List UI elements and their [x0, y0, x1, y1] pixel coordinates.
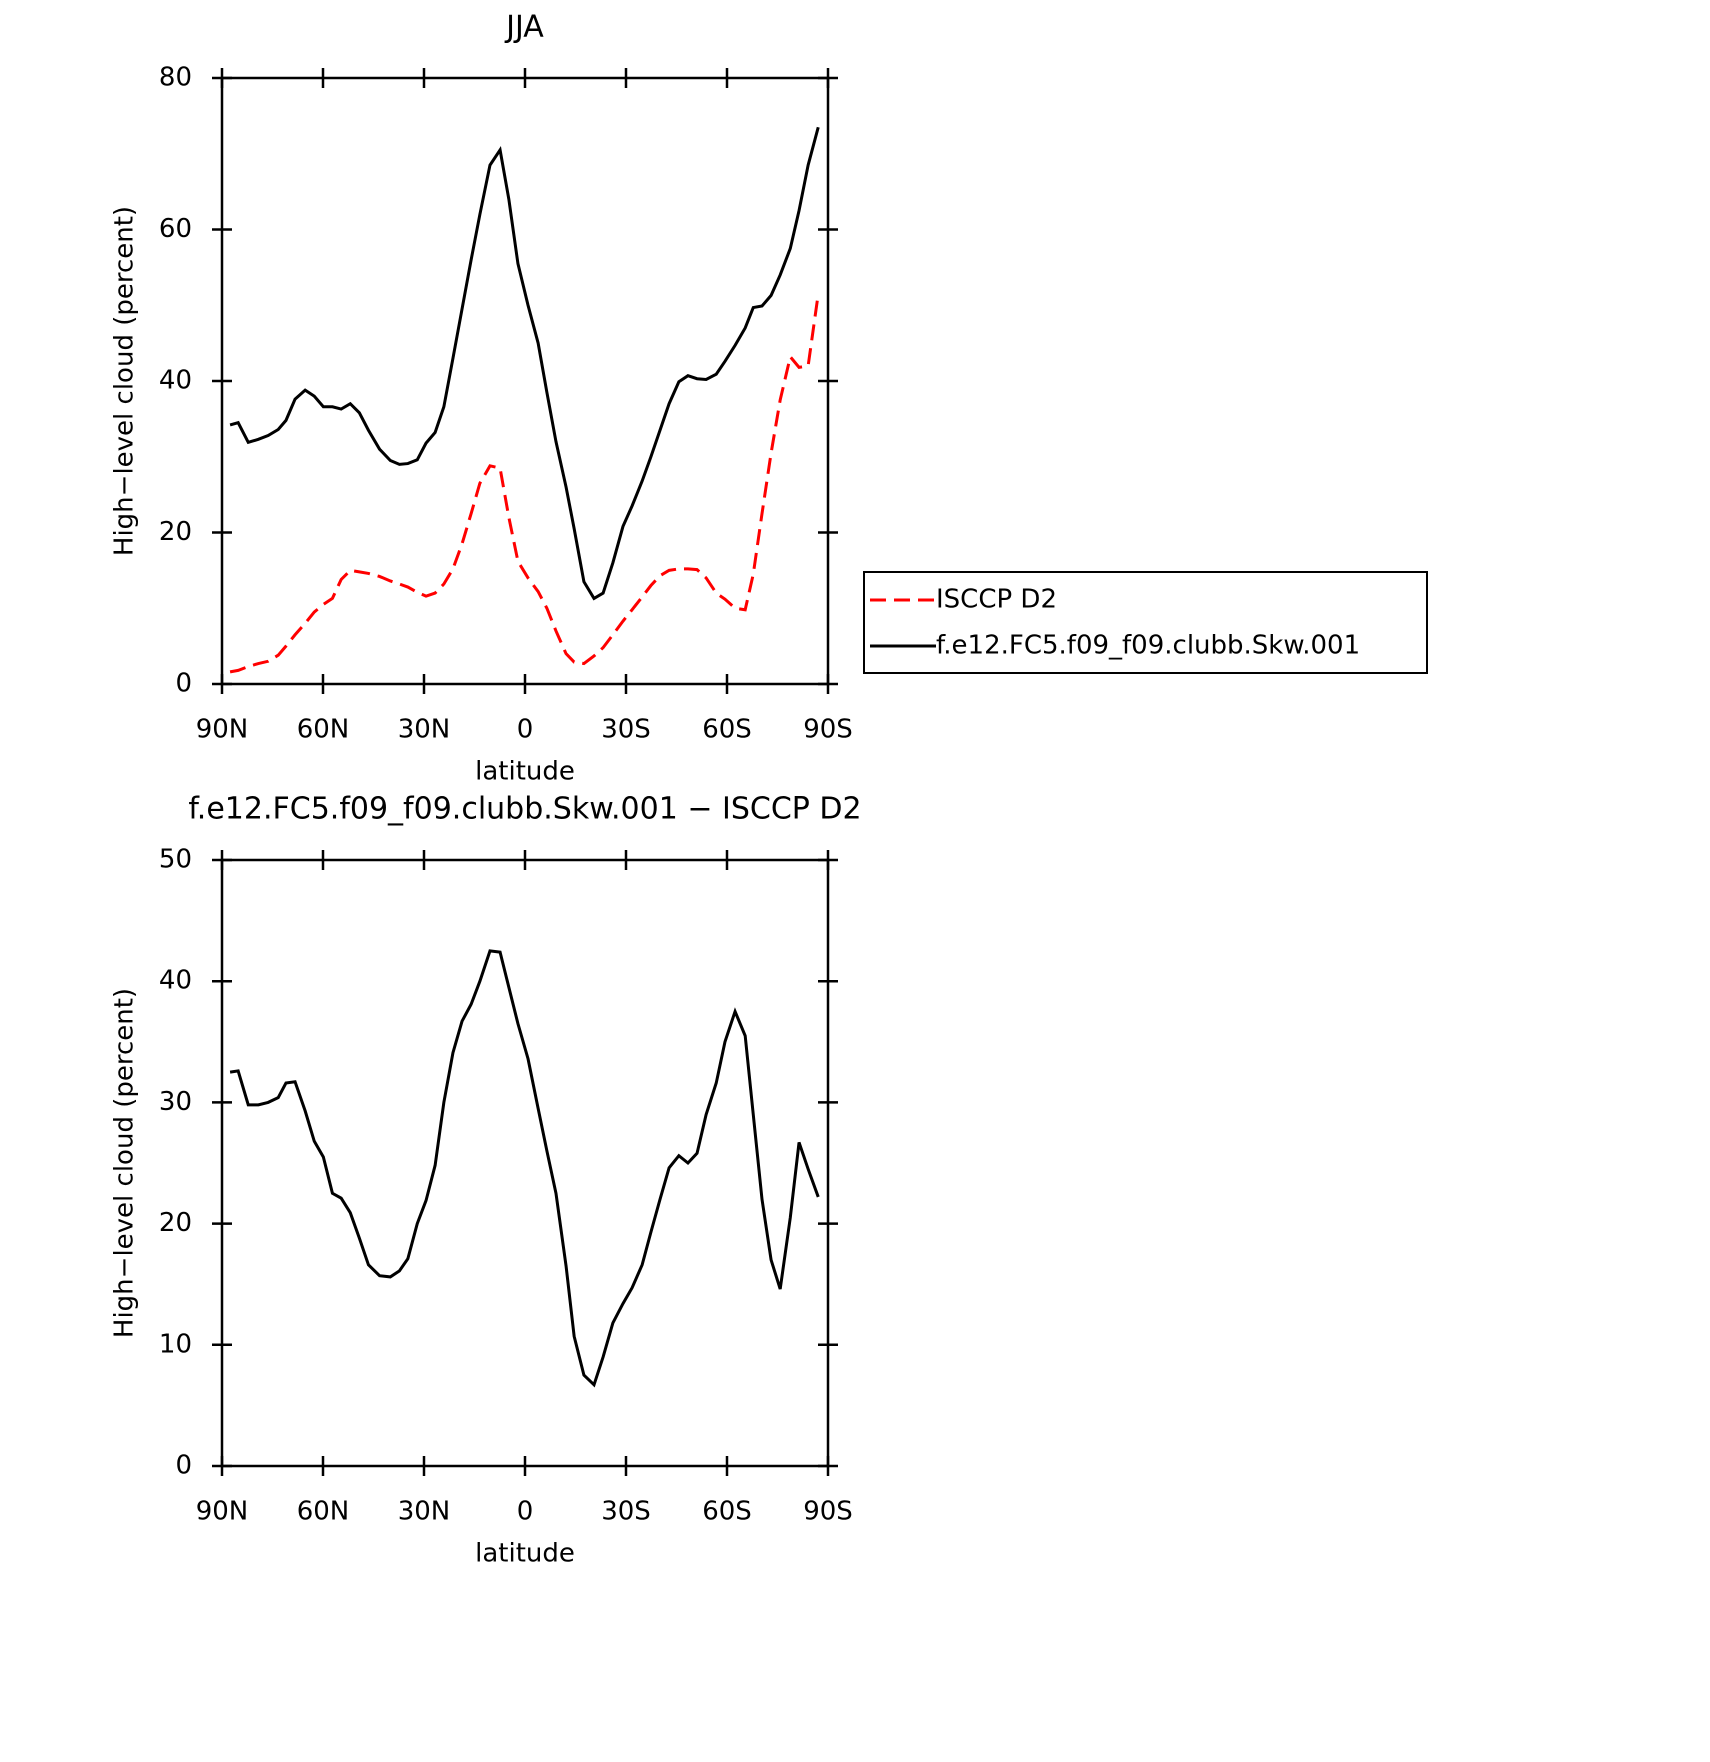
x-tick-label: 60N	[297, 715, 350, 745]
y-tick-label: 20	[159, 1208, 192, 1238]
chart-title: JJA	[504, 10, 544, 45]
chart-title: f.e12.FC5.f09_f09.clubb.Skw.001 − ISCCP …	[188, 792, 861, 827]
y-axis-label: High−level cloud (percent)	[110, 988, 140, 1338]
x-tick-label: 90S	[803, 715, 853, 745]
y-tick-label: 50	[159, 845, 192, 875]
plot-frame	[220, 858, 830, 1468]
legend-label: ISCCP D2	[936, 585, 1057, 615]
y-tick-label: 0	[175, 1451, 192, 1481]
x-tick-label: 90N	[196, 715, 249, 745]
legend-box	[863, 571, 1428, 674]
x-tick-label: 0	[517, 715, 534, 745]
y-tick-label: 40	[159, 366, 192, 396]
y-tick-label: 80	[159, 63, 192, 93]
x-tick-label: 30S	[601, 1497, 651, 1527]
y-axis-label: High−level cloud (percent)	[110, 206, 140, 556]
data-line	[229, 949, 820, 1388]
y-tick-label: 20	[159, 517, 192, 547]
y-tick-label: 0	[175, 669, 192, 699]
series-line	[229, 293, 820, 674]
x-tick-label: 60N	[297, 1497, 350, 1527]
x-tick-label: 30S	[601, 715, 651, 745]
y-tick-label: 10	[159, 1329, 192, 1359]
y-tick-label: 60	[159, 214, 192, 244]
x-tick-label: 60S	[702, 1497, 752, 1527]
y-tick-label: 30	[159, 1087, 192, 1117]
x-tick-label: 90N	[196, 1497, 249, 1527]
x-tick-label: 90S	[803, 1497, 853, 1527]
x-axis-label: latitude	[475, 1539, 575, 1569]
legend-label: f.e12.FC5.f09_f09.clubb.Skw.001	[936, 631, 1360, 661]
plot-frame	[220, 76, 830, 686]
y-tick-label: 40	[159, 966, 192, 996]
x-tick-label: 30N	[398, 1497, 451, 1527]
x-tick-label: 30N	[398, 715, 451, 745]
x-tick-label: 60S	[702, 715, 752, 745]
x-tick-label: 0	[517, 1497, 534, 1527]
x-axis-label: latitude	[475, 757, 575, 787]
series-line	[229, 126, 820, 601]
